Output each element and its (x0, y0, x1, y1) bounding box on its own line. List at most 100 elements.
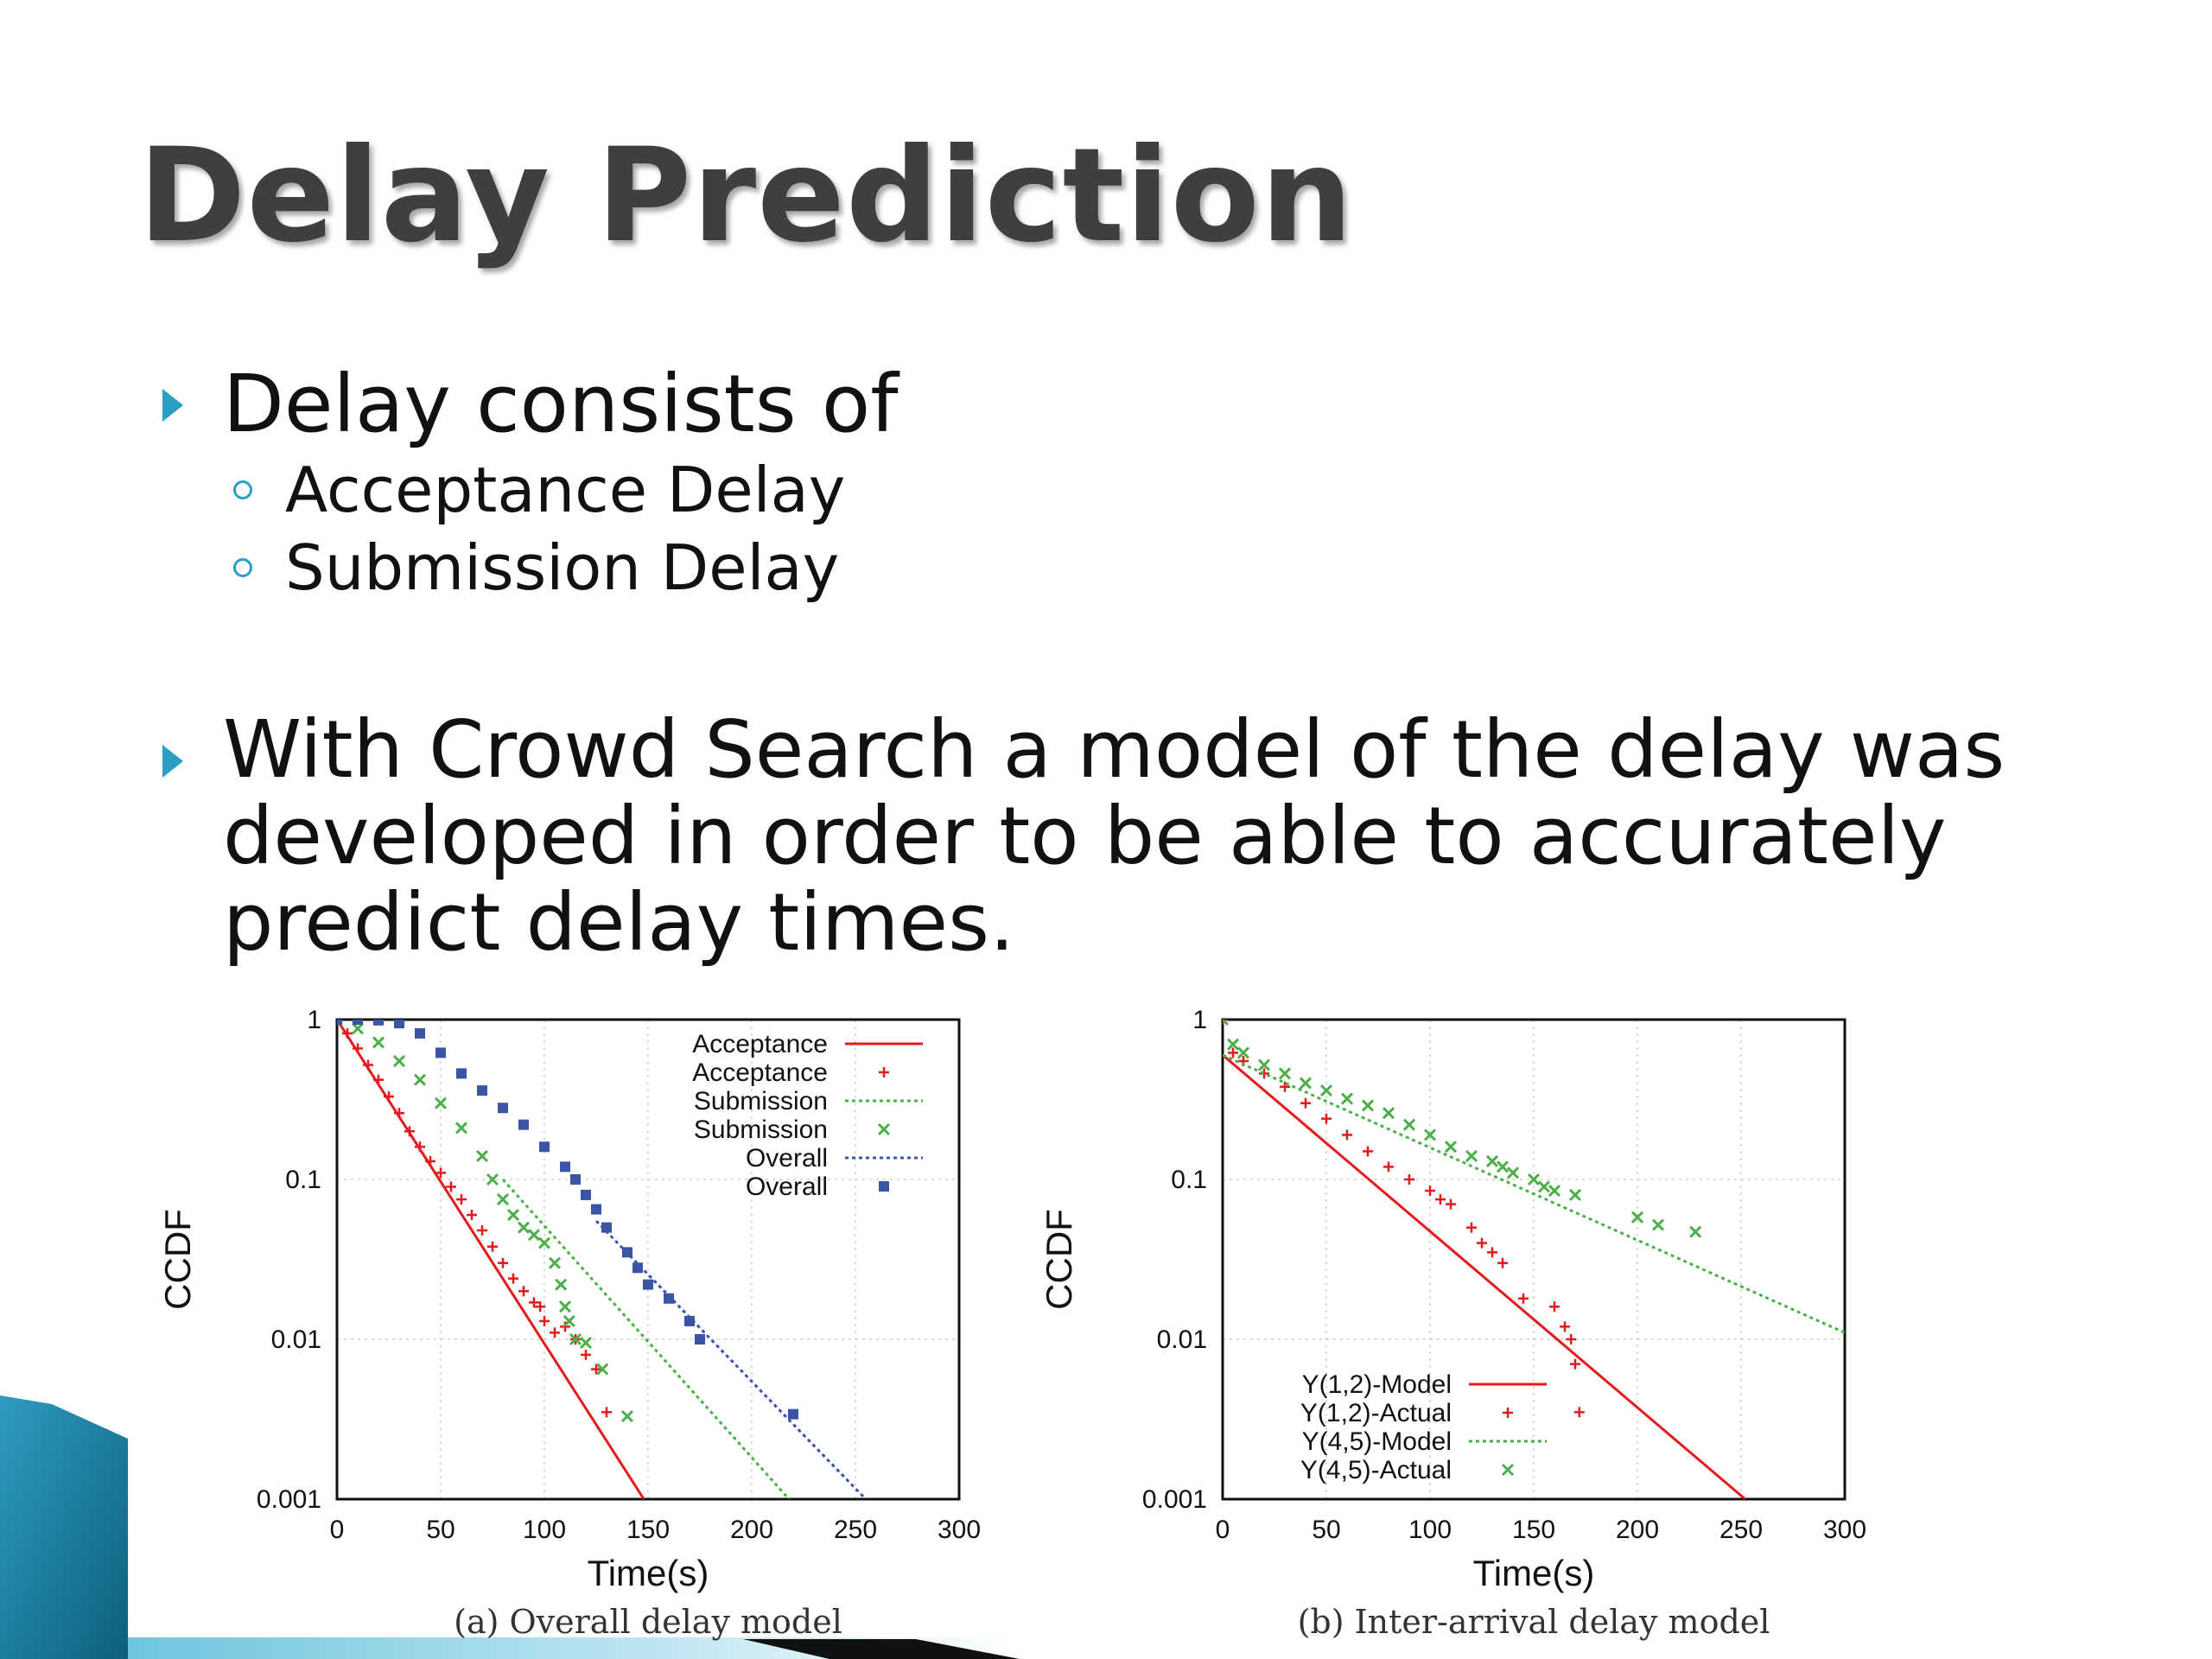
data-point (415, 1141, 425, 1153)
y-tick-label: 0.1 (1171, 1166, 1207, 1194)
data-point (496, 1193, 510, 1206)
legend-marker-swatch (1503, 1408, 1513, 1418)
series-line-acceptance (337, 1020, 645, 1499)
data-point (591, 1363, 601, 1375)
data-point (558, 1300, 572, 1313)
data-point (1299, 1077, 1313, 1090)
data-point (596, 1363, 609, 1376)
x-tick-label: 0 (330, 1516, 345, 1544)
data-point (517, 1221, 531, 1234)
data-point (434, 1096, 448, 1109)
data-point (548, 1256, 562, 1269)
data-point (1487, 1247, 1497, 1258)
data-point (601, 1407, 612, 1418)
cross-b (496, 1193, 510, 1206)
data-point (560, 1161, 570, 1173)
data-point (537, 1236, 551, 1249)
bullet-delay-consists: Delay consists of (162, 358, 899, 450)
x-tick-label: 250 (834, 1516, 877, 1544)
data-point (1363, 1146, 1373, 1157)
cross-b (1361, 1099, 1375, 1112)
y-axis-label: CCDF (1039, 1209, 1079, 1310)
data-point (555, 1278, 568, 1291)
data-point (569, 1332, 582, 1346)
data-point (1527, 1173, 1541, 1186)
cross-b (517, 1221, 531, 1234)
data-point (563, 1314, 575, 1327)
cross-b (579, 1337, 593, 1350)
cross-b (1299, 1077, 1313, 1090)
legend-marker-swatch (879, 1067, 889, 1077)
data-point (456, 1068, 467, 1079)
cross-b (1548, 1184, 1561, 1198)
subbullet-circle-icon (233, 480, 252, 499)
data-point (1485, 1154, 1499, 1167)
data-point (622, 1247, 632, 1258)
bullet-line: developed in order to be able to accurat… (223, 790, 1947, 882)
data-point (425, 1155, 435, 1166)
cross-b (1257, 1058, 1271, 1071)
data-point (620, 1410, 634, 1423)
data-point (1383, 1161, 1394, 1173)
y-tick-label: 0.01 (1157, 1325, 1207, 1354)
data-point (456, 1194, 467, 1205)
cross-b (1402, 1118, 1416, 1131)
cross-b (434, 1096, 448, 1109)
data-point (518, 1119, 529, 1130)
data-point (372, 1036, 385, 1049)
data-point (527, 1229, 541, 1242)
cross-b (1630, 1211, 1644, 1224)
legend: Y(1,2)-ModelY(1,2)-ActualY(4,5)-ModelY(4… (1300, 1370, 1547, 1484)
data-point (506, 1208, 520, 1222)
legend-marker-swatch (1501, 1463, 1515, 1477)
x-tick-label: 250 (1719, 1516, 1763, 1544)
y-tick-label: 0.001 (1142, 1485, 1207, 1514)
x-tick-label: 300 (938, 1516, 981, 1544)
cross-b (1506, 1166, 1520, 1179)
data-point (550, 1327, 560, 1338)
y-tick-label: 0.1 (285, 1166, 321, 1194)
cross-b (454, 1122, 468, 1135)
cross-b (1236, 1046, 1250, 1059)
cross-b (1485, 1154, 1499, 1167)
data-point (684, 1315, 695, 1326)
data-point (1570, 1358, 1580, 1370)
data-point (1518, 1293, 1529, 1304)
data-point (498, 1257, 508, 1268)
cross-a (1223, 1020, 1230, 1027)
bullet-crowd-search: With Crowd Search a model of the delay w… (162, 707, 2037, 966)
chart-caption: (b) Inter-arrival delay model (1298, 1603, 1770, 1641)
y-axis-label: CCDF (157, 1209, 198, 1310)
data-point (337, 1020, 342, 1025)
data-point (570, 1174, 581, 1185)
cross-b (413, 1073, 427, 1086)
data-point (1223, 1020, 1230, 1027)
bullet-text: Delay consists of (223, 358, 899, 450)
cross-b (569, 1332, 582, 1346)
data-point (1560, 1321, 1570, 1332)
data-point (508, 1273, 518, 1284)
cross-b (1689, 1225, 1702, 1238)
chart-caption: (a) Overall delay model (454, 1603, 842, 1641)
data-point (529, 1297, 539, 1308)
data-point (373, 1074, 384, 1085)
cross-b (1527, 1173, 1541, 1186)
series-line-submission (501, 1178, 791, 1499)
data-point (1342, 1129, 1352, 1141)
data-point (581, 1189, 591, 1200)
data-point (1477, 1237, 1487, 1249)
cross-b (877, 1122, 891, 1136)
chart-inter-arrival-delay: 0 50 100 150 200 250 300 1 0.1 0.01 0.001 Time(s) CC… (1039, 1006, 1866, 1641)
cross-b (1501, 1463, 1515, 1477)
y-tick-label: 1 (307, 1006, 321, 1034)
data-point (435, 1047, 446, 1058)
data-point (1259, 1068, 1269, 1079)
chart-overall-delay: 0 50 100 150 200 250 300 1 0.1 0.01 0.001 Time(s) CC… (157, 1006, 981, 1641)
legend: AcceptanceAcceptanceSubmissionSubmission… (692, 1030, 923, 1201)
data-point (1548, 1184, 1561, 1198)
x-tick-label: 50 (426, 1516, 454, 1544)
cross-b (486, 1173, 499, 1186)
cross-b (620, 1410, 634, 1423)
data-point (487, 1241, 498, 1252)
